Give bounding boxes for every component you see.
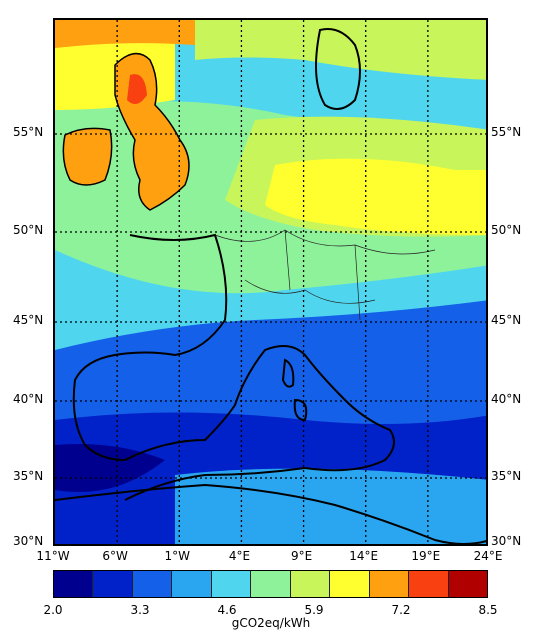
latitude-label: 35°N [491, 469, 522, 483]
colorbar-segment [251, 571, 291, 597]
zone-scotland-red [127, 74, 147, 104]
colorbar-segment [54, 571, 94, 597]
coastline-islands [281, 358, 308, 422]
latitude-label: 50°N [491, 223, 522, 237]
colorbar-unit-label: gCO2eq/kWh [231, 616, 311, 630]
longitude-label: 4°E [228, 549, 251, 563]
latitude-label: 50°N [13, 223, 44, 237]
latitude-label: 40°N [491, 392, 522, 406]
longitude-label: 19°E [411, 549, 441, 563]
longitude-label: 14°E [349, 549, 379, 563]
country-borders [214, 229, 436, 321]
colorbar-segment [132, 571, 173, 597]
landmass-ireland [62, 127, 113, 186]
coastline-north-africa [55, 483, 486, 544]
map-panel [53, 18, 488, 546]
latitude-label: 55°N [13, 125, 44, 139]
zone-germany-yellow [265, 158, 486, 235]
latitude-label: 40°N [13, 392, 44, 406]
colorbar-segment [330, 571, 370, 597]
colorbar-tick-label: 2.0 [43, 603, 63, 617]
colorbar-tick-label: 4.6 [217, 603, 237, 617]
colorbar-segment [172, 571, 212, 597]
colorbar-tick-label: 7.2 [391, 603, 411, 617]
colorbar-tick-label: 3.3 [130, 603, 150, 617]
colorbar [53, 570, 488, 598]
colorbar-segment [409, 571, 449, 597]
colorbar-segment [369, 571, 410, 597]
zone-southwest-dark [55, 444, 165, 492]
longitude-label: 1°W [164, 549, 191, 563]
latitude-label: 35°N [13, 469, 44, 483]
intensity-map [55, 20, 486, 544]
colorbar-segment [290, 571, 331, 597]
colorbar-segment [211, 571, 252, 597]
latitude-label: 45°N [13, 313, 44, 327]
zone-north-africa [175, 468, 486, 544]
coastline-europe [72, 233, 395, 501]
latitude-label: 45°N [491, 313, 522, 327]
colorbar-tick-label: 5.9 [304, 603, 324, 617]
colorbar-segment [448, 571, 487, 597]
latitude-label: 30°N [13, 534, 44, 548]
colorbar-segment [93, 571, 133, 597]
zone-scandinavia [195, 20, 486, 80]
colorbar-tick-label: 8.5 [478, 603, 498, 617]
longitude-label: 11°W [36, 549, 70, 563]
coastline-scandinavia [315, 28, 361, 110]
latitude-label: 55°N [491, 125, 522, 139]
longitude-label: 24°E [473, 549, 503, 563]
latitude-label: 30°N [491, 534, 522, 548]
graticule [55, 20, 486, 544]
longitude-label: 9°E [290, 549, 313, 563]
zone-far-north-orange [55, 20, 195, 48]
longitude-label: 6°W [102, 549, 128, 563]
